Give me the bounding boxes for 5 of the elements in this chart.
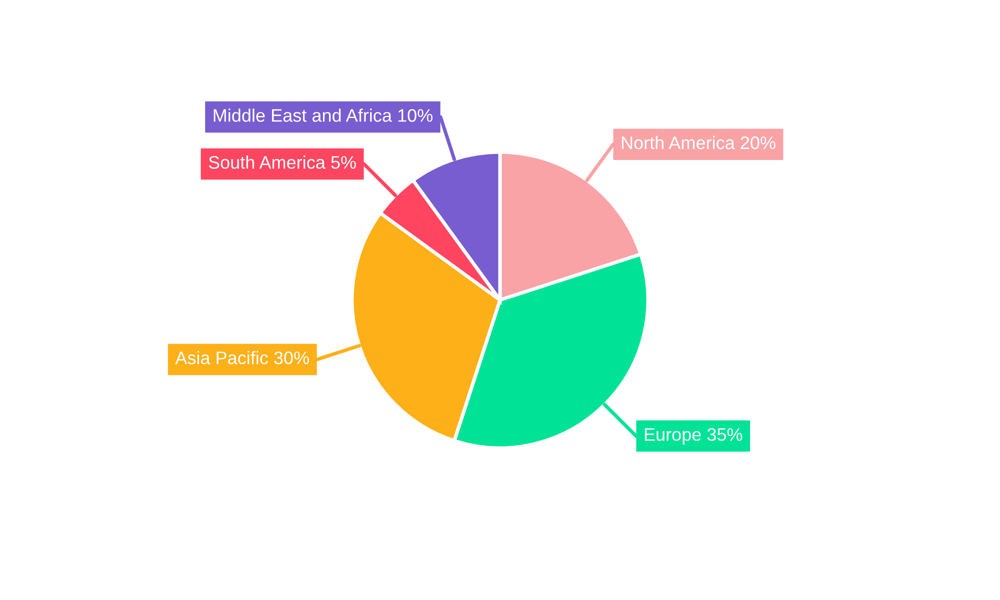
slice-label: South America 5%	[208, 156, 356, 169]
slice-label: North America 20%	[622, 136, 776, 150]
slice-label: Europe 35%	[644, 428, 742, 444]
slice-label: Middle East and Africa 10%	[214, 108, 433, 122]
slice-label: Asia Pacific 30%	[175, 351, 309, 364]
